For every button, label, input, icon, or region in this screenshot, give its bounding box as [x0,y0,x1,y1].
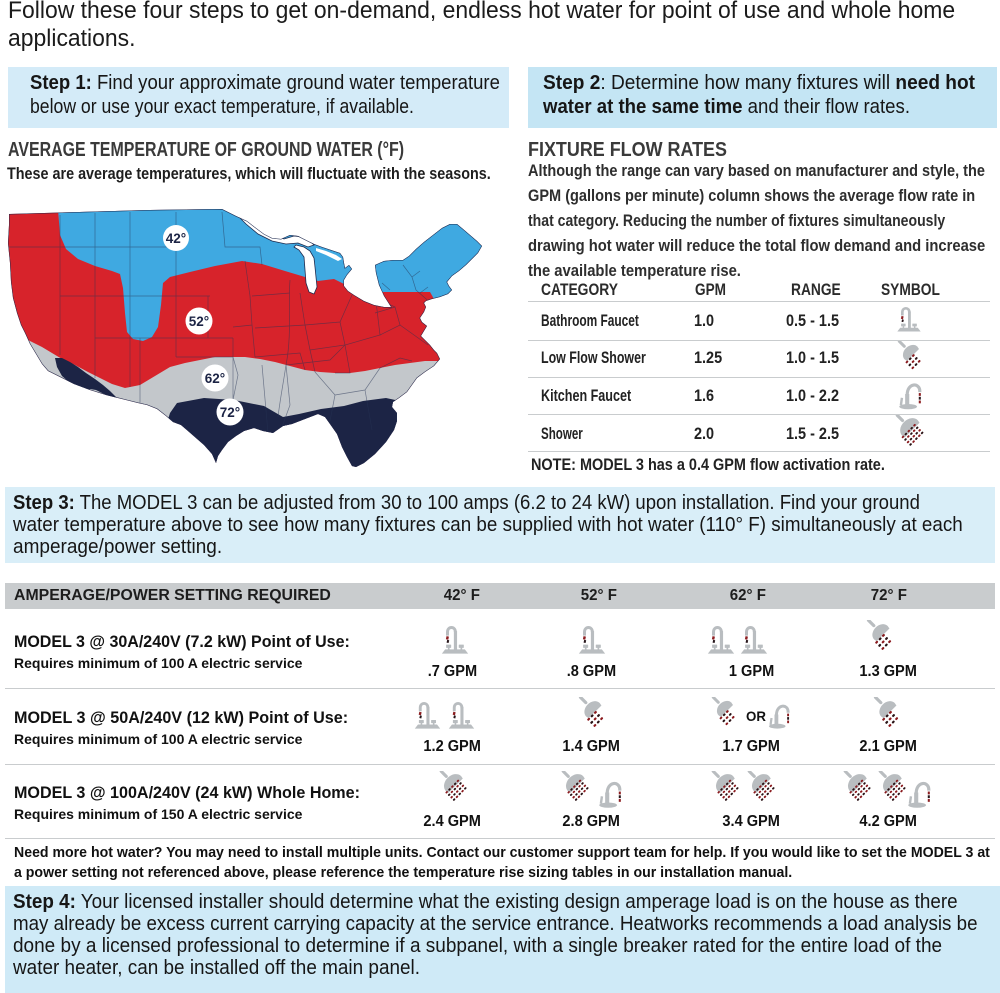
svg-text:52°: 52° [189,314,209,329]
svg-text:42°: 42° [166,231,186,246]
svg-text:62°: 62° [205,371,225,386]
svg-text:72°: 72° [220,405,240,420]
